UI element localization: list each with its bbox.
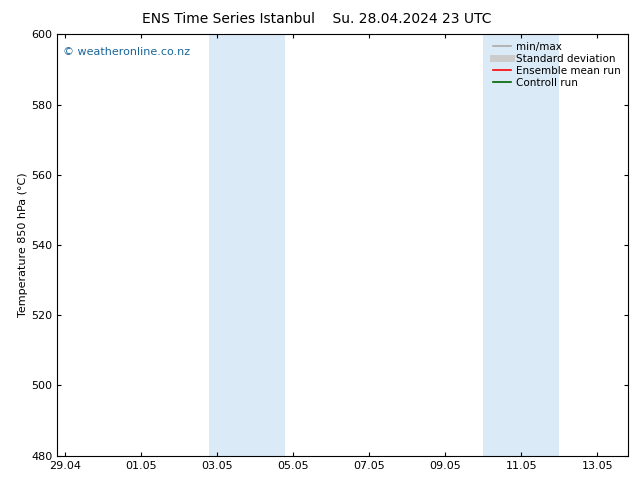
Legend: min/max, Standard deviation, Ensemble mean run, Controll run: min/max, Standard deviation, Ensemble me… [491, 40, 623, 90]
Bar [483, 34, 559, 456]
Bar [209, 34, 285, 456]
Text: ENS Time Series Istanbul    Su. 28.04.2024 23 UTC: ENS Time Series Istanbul Su. 28.04.2024 … [142, 12, 492, 26]
Text: © weatheronline.co.nz: © weatheronline.co.nz [63, 47, 190, 57]
Y-axis label: Temperature 850 hPa (°C): Temperature 850 hPa (°C) [18, 172, 28, 318]
